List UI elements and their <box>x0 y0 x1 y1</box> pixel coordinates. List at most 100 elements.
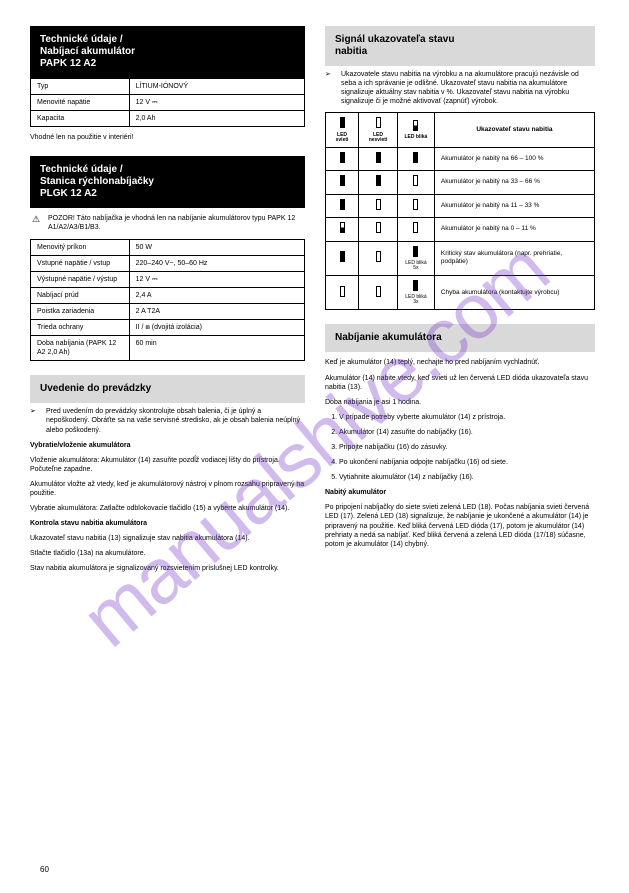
header-line: Stanica rýchlonabíjačky <box>40 176 295 188</box>
led-full-icon <box>413 280 418 291</box>
led-cell <box>359 276 398 310</box>
led-empty-icon <box>376 286 381 297</box>
led-empty-icon <box>413 222 418 233</box>
table-row: Akumulátor je nabitý na 66 – 100 % <box>326 147 595 170</box>
warning-text: POZOR! Táto nabíjačka je vhodná len na n… <box>48 214 305 232</box>
body-text: Akumulátor vložte až vtedy, keď je akumu… <box>30 480 305 498</box>
table-header-row: LED svieti LED nesvieti LED bliká Ukazov… <box>326 113 595 147</box>
table-row: Poistka zariadenia2 A T2A <box>31 303 305 319</box>
led-cell <box>397 171 434 194</box>
led-cell <box>326 218 359 241</box>
charging-steps: V prípade potreby vyberte akumulátor (14… <box>325 413 595 482</box>
tech-data-charger-header: Technické údaje / Stanica rýchlonabíjačk… <box>30 156 305 208</box>
spec-val: LÍTIUM-IÓNOVÝ <box>129 79 304 95</box>
body-text: Stav nabitia akumulátora je signalizovan… <box>30 564 305 573</box>
led-full-icon <box>413 152 418 163</box>
led-empty-icon <box>413 175 418 186</box>
table-row: Vstupné napätie / vstup220–240 V~, 50–60… <box>31 255 305 271</box>
led-cell <box>326 147 359 170</box>
body-text: Akumulátor (14) nabite vtedy, keď svieti… <box>325 374 595 392</box>
spec-val: 2,0 Ah <box>129 111 304 127</box>
led-cell <box>359 171 398 194</box>
indoor-note: Vhodné len na použitie v interiéri! <box>30 133 305 142</box>
table-row: Kapacita 2,0 Ah <box>31 111 305 127</box>
table-row: Akumulátor je nabitý na 0 – 11 % <box>326 218 595 241</box>
table-row: Doba nabíjania (PAPK 12 A2 2,0 Ah)60 min <box>31 336 305 361</box>
charger-spec-table: Menovitý príkon50 W Vstupné napätie / vs… <box>30 239 305 362</box>
led-blink-icon <box>413 120 418 131</box>
arrow-bullet-icon: ➢ <box>325 70 335 106</box>
table-row: Typ LÍTIUM-IÓNOVÝ <box>31 79 305 95</box>
step: Vytiahnite akumulátor (14) z nabíjačky (… <box>339 473 595 482</box>
led-full-icon <box>413 246 418 257</box>
col-header: Ukazovateľ stavu nabitia <box>434 113 594 147</box>
table-row: Nabíjací prúd2,4 A <box>31 287 305 303</box>
tech-data-battery-header: Technické údaje / Nabíjací akumulátor PA… <box>30 26 305 78</box>
bullet-item: ➢ Pred uvedením do prevádzky skontrolujt… <box>30 407 305 434</box>
bullet-text: Ukazovatele stavu nabitia na výrobku a n… <box>341 70 595 106</box>
table-row: Akumulátor je nabitý na 33 – 66 % <box>326 171 595 194</box>
caption: LED svieti <box>330 133 354 143</box>
spec-key: Typ <box>31 79 130 95</box>
led-cell: LED bliká 5x <box>397 241 434 275</box>
arrow-bullet-icon: ➢ <box>30 407 40 434</box>
led-cell <box>397 194 434 217</box>
header-line: Signál ukazovateľa stavu <box>335 34 585 46</box>
body-text: Ukazovateľ stavu nabitia (13) signalizuj… <box>30 534 305 543</box>
bullet-item: ➢ Ukazovatele stavu nabitia na výrobku a… <box>325 70 595 106</box>
status-text: Kritický stav akumulátora (napr. prehria… <box>434 241 594 275</box>
header-line: Technické údaje / <box>40 34 295 46</box>
sub-heading: Nabitý akumulátor <box>325 488 595 497</box>
table-row: Menovité napätie 12 V ⎓ <box>31 95 305 111</box>
header-line: Nabíjanie akumulátora <box>335 332 585 344</box>
caption: LED nesvieti <box>363 133 393 143</box>
led-full-icon <box>340 199 345 210</box>
status-text: Akumulátor je nabitý na 33 – 66 % <box>434 171 594 194</box>
body-text: Vybratie akumulátora: Zatlačte odblokova… <box>30 504 305 513</box>
header-line: Nabíjací akumulátor <box>40 46 295 58</box>
led-empty-icon <box>376 222 381 233</box>
led-cell <box>326 276 359 310</box>
body-text: Doba nabíjania je asi 1 hodina. <box>325 398 595 407</box>
led-cell <box>397 147 434 170</box>
led-full-icon <box>340 175 345 186</box>
caption: LED bliká <box>402 135 430 140</box>
body-text: Vloženie akumulátora: Akumulátor (14) za… <box>30 456 305 474</box>
spec-key: Kapacita <box>31 111 130 127</box>
bullet-text: Pred uvedením do prevádzky skontrolujte … <box>46 407 305 434</box>
charging-header: Nabíjanie akumulátora <box>325 324 595 352</box>
table-row: Trieda ochranyII / ⧈ (dvojitá izolácia) <box>31 320 305 336</box>
status-text: Akumulátor je nabitý na 66 – 100 % <box>434 147 594 170</box>
status-text: Akumulátor je nabitý na 11 – 33 % <box>434 194 594 217</box>
charge-signal-header: Signál ukazovateľa stavu nabitia <box>325 26 595 66</box>
led-full-icon <box>340 152 345 163</box>
blink-note: LED bliká 5x <box>402 261 430 271</box>
led-empty-icon <box>413 199 418 210</box>
battery-spec-table: Typ LÍTIUM-IÓNOVÝ Menovité napätie 12 V … <box>30 78 305 127</box>
warning-icon: ⚠ <box>30 214 42 232</box>
spec-val: 12 V ⎓ <box>129 95 304 111</box>
status-text: Chyba akumulátora (kontaktujte výrobcu) <box>434 276 594 310</box>
col-header: LED bliká <box>397 113 434 147</box>
led-half-icon <box>340 222 345 233</box>
led-cell <box>359 147 398 170</box>
body-text: Stlačte tlačidlo (13a) na akumulátore. <box>30 549 305 558</box>
led-empty-icon <box>340 286 345 297</box>
led-cell <box>326 194 359 217</box>
led-cell: LED bliká 3x <box>397 276 434 310</box>
header-line: Technické údaje / <box>40 164 295 176</box>
led-cell <box>326 171 359 194</box>
table-row: Akumulátor je nabitý na 11 – 33 % <box>326 194 595 217</box>
col-header: LED svieti <box>326 113 359 147</box>
blink-note: LED bliká 3x <box>402 295 430 305</box>
header-line: nabitia <box>335 46 585 58</box>
led-full-icon <box>340 117 345 128</box>
body-text: Po pripojení nabíjačky do siete svieti z… <box>325 503 595 548</box>
led-cell <box>359 241 398 275</box>
header-line: PLGK 12 A2 <box>40 188 295 200</box>
header-line: PAPK 12 A2 <box>40 58 295 70</box>
page-number: 60 <box>40 865 49 875</box>
startup-header: Uvedenie do prevádzky <box>30 375 305 403</box>
led-empty-icon <box>376 117 381 128</box>
table-row: Menovitý príkon50 W <box>31 239 305 255</box>
